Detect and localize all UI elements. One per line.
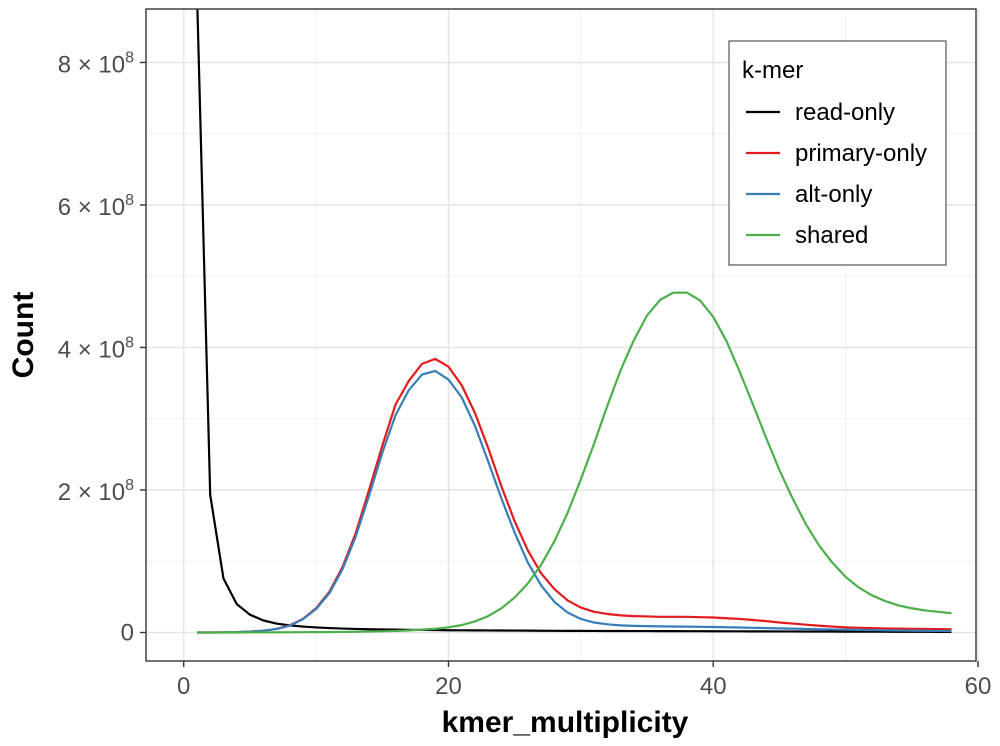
y-tick-label: 6 × 108 [58,192,134,221]
legend-label-alt-only: alt-only [795,181,872,208]
series-line-shared [196,291,952,634]
y-tick-label: 2 × 108 [58,477,134,506]
series-layer [196,9,952,634]
plot-border [145,8,977,662]
grid-major [146,9,979,661]
legend-label-shared: shared [795,222,868,249]
x-axis-title: kmer_multiplicity [442,706,689,739]
legend-title: k-mer [742,57,803,84]
x-tick-label: 20 [435,673,462,700]
x-axis: 0 20 40 60 [177,661,991,700]
y-axis: 0 2 × 108 4 × 108 6 × 108 8 × 108 [58,49,146,646]
y-tick-label: 0 [121,619,134,646]
legend-items: read-only primary-only alt-only shared [746,99,927,249]
legend-label-read-only: read-only [795,99,895,126]
y-tick-label: 4 × 108 [58,334,134,363]
x-tick-label: 40 [700,673,727,700]
y-tick-label: 8 × 108 [58,49,134,78]
y-axis-title: Count [7,292,40,379]
legend-label-primary-only: primary-only [795,140,927,167]
series-line-read-only [196,9,952,633]
x-tick-label: 60 [965,673,992,700]
legend: k-mer read-only primary-only alt-only share… [728,40,947,266]
series-line-alt-only [196,369,952,634]
x-tick-label: 0 [177,673,190,700]
